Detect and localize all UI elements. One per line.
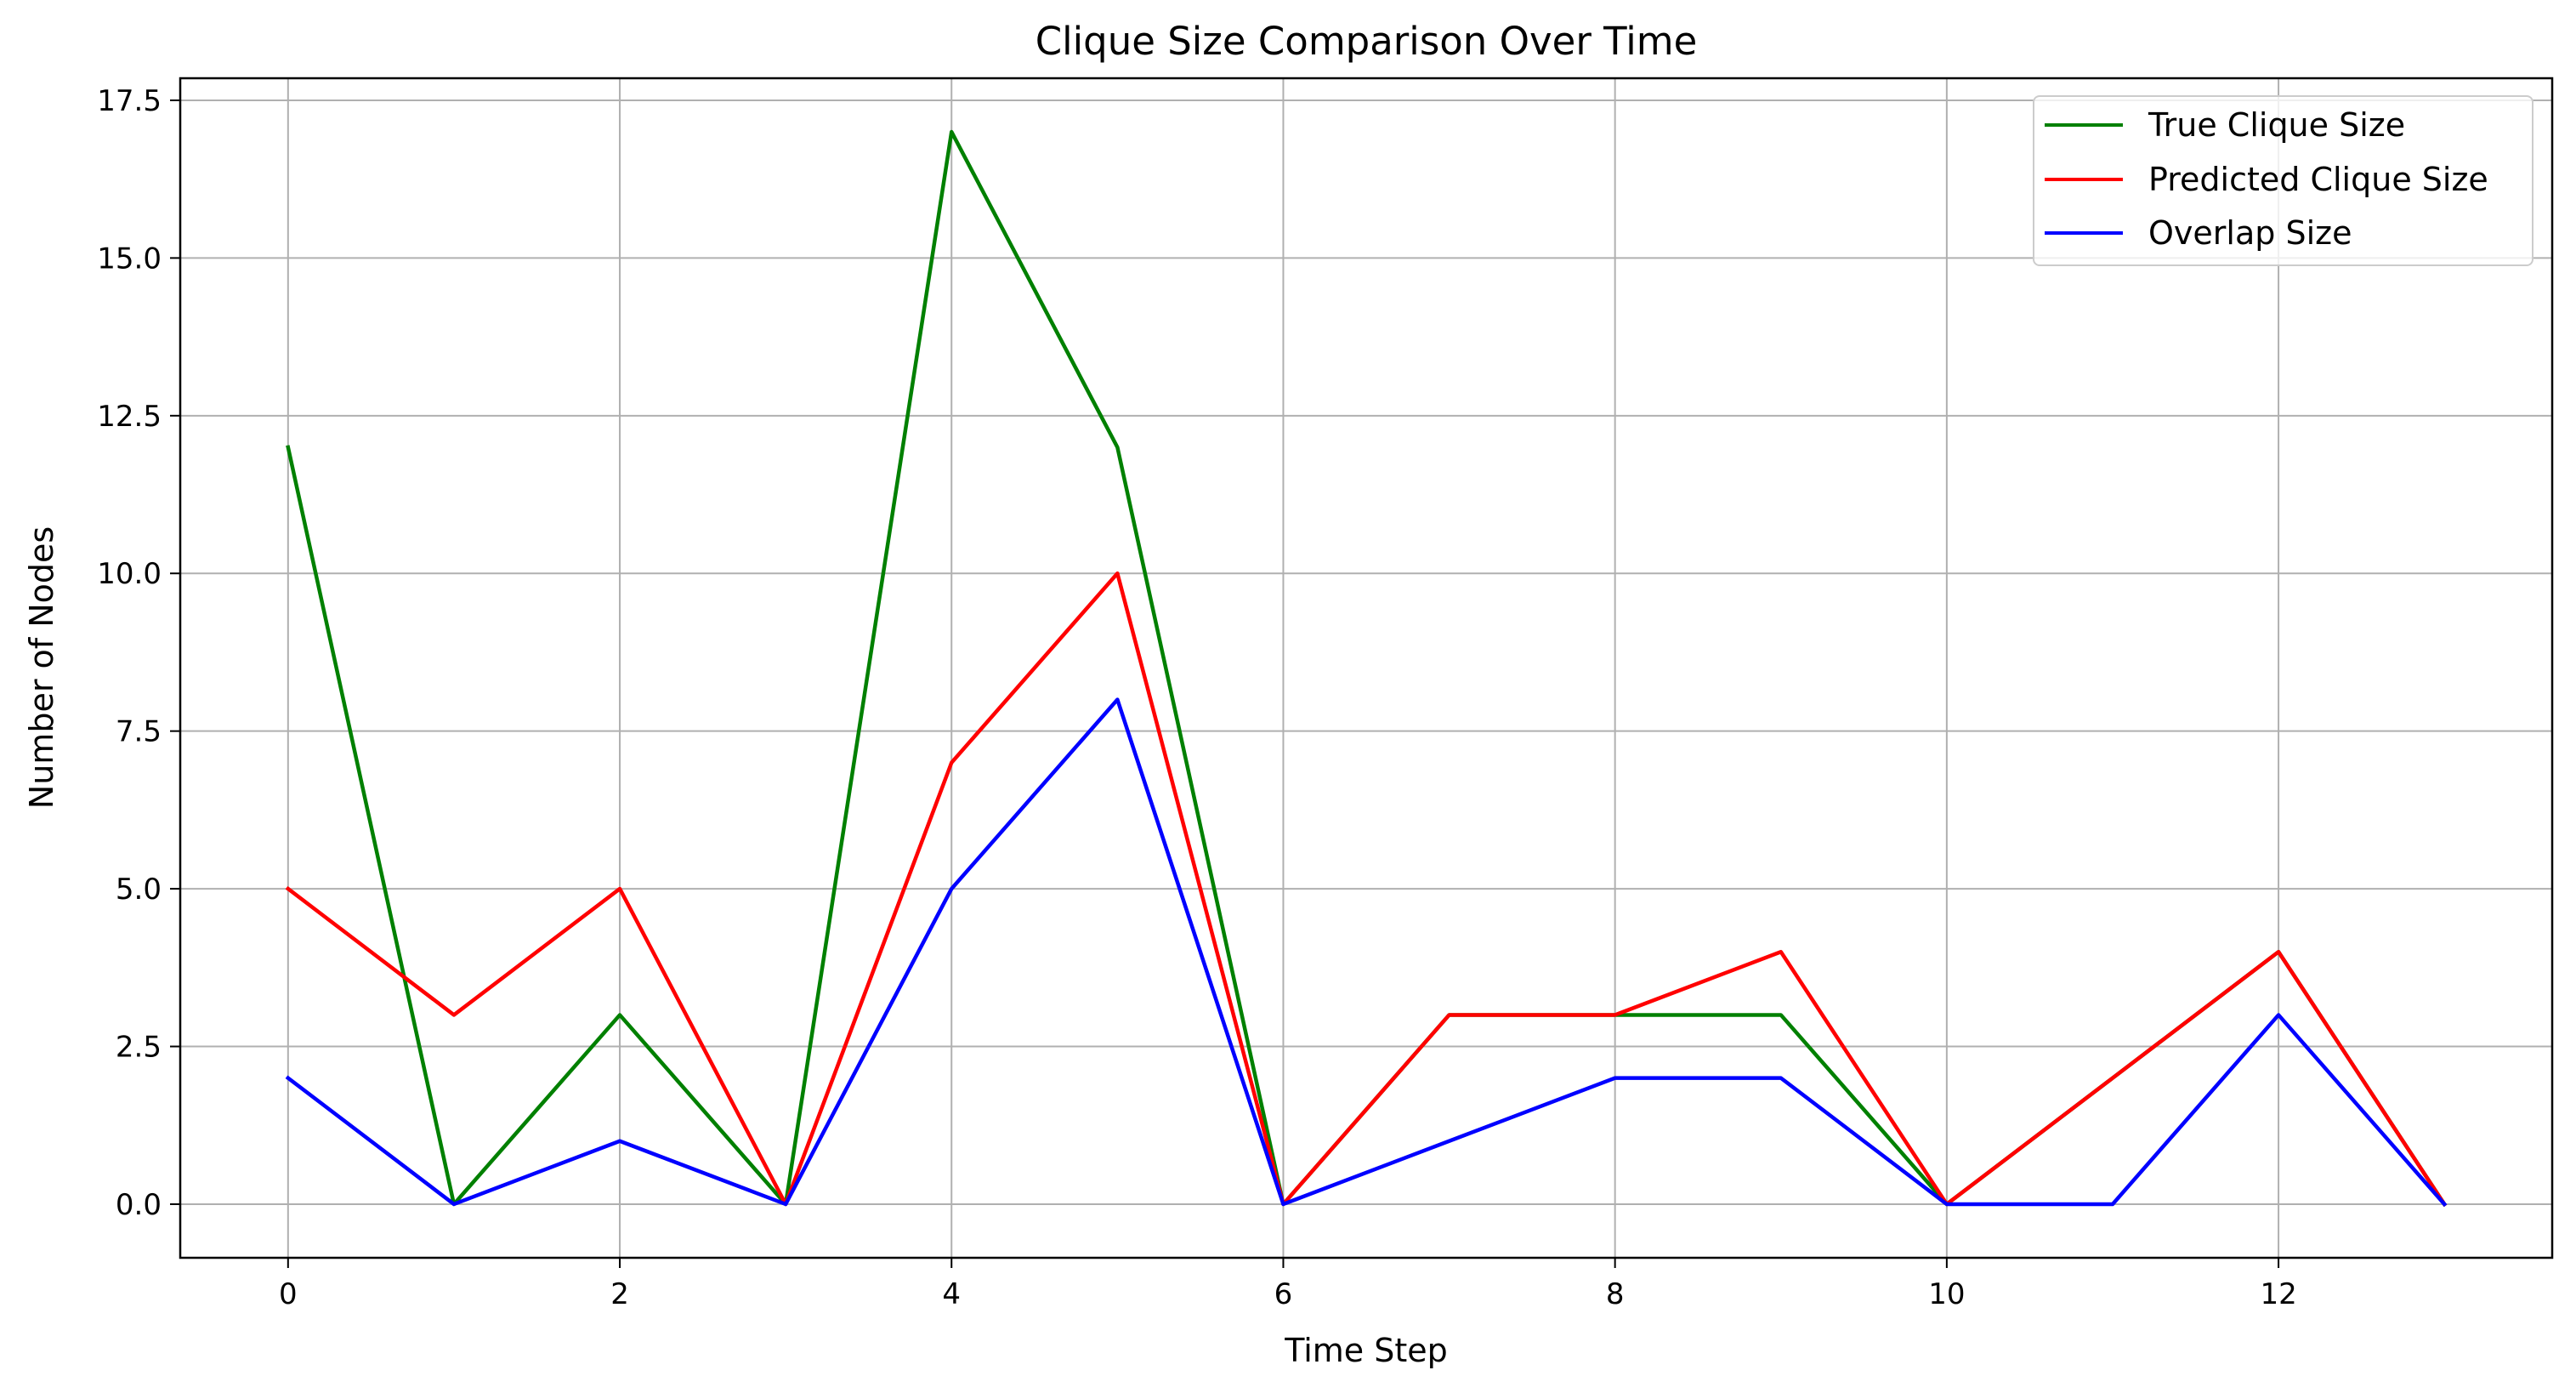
- series-lines: [285, 129, 2448, 1208]
- y-tick-label: 15.0: [97, 242, 162, 276]
- grid: [180, 78, 2552, 1258]
- legend-box: [2033, 95, 2533, 266]
- legend-label-true-clique-size: True Clique Size: [2148, 106, 2405, 144]
- y-tick-label: 0.0: [116, 1188, 162, 1222]
- x-tick-label: 2: [610, 1277, 629, 1311]
- y-tick-label: 10.0: [97, 557, 162, 591]
- axis-ticks: 0 2 4 6 8 10 12 0.0 2.5 5.0 7.5 10.0 12.5 15.0 17.5: [97, 84, 2296, 1311]
- x-axis-label: Time Step: [1284, 1332, 1448, 1369]
- series-line-predicted-clique-size: [285, 571, 2448, 1208]
- y-tick-label: 7.5: [116, 715, 162, 749]
- legend-label-overlap-size: Overlap Size: [2148, 214, 2352, 252]
- y-tick-label: 12.5: [97, 400, 162, 434]
- x-tick-label: 8: [1606, 1277, 1625, 1311]
- y-tick-label: 5.0: [116, 873, 162, 907]
- series-line-overlap-size: [285, 697, 2448, 1208]
- plot-area-frame: [179, 77, 2554, 1259]
- y-tick-label: 2.5: [116, 1031, 162, 1065]
- x-tick-label: 0: [279, 1277, 298, 1311]
- legend-label-predicted-clique-size: Predicted Clique Size: [2148, 161, 2488, 198]
- chart-title: Clique Size Comparison Over Time: [1036, 19, 1698, 64]
- legend: True Clique Size Predicted Clique Size O…: [2033, 95, 2533, 266]
- x-tick-label: 6: [1274, 1277, 1293, 1311]
- y-axis-label: Number of Nodes: [23, 526, 60, 809]
- x-tick-label: 10: [1928, 1277, 1965, 1311]
- x-tick-label: 12: [2260, 1277, 2296, 1311]
- x-tick-label: 4: [942, 1277, 961, 1311]
- y-tick-label: 17.5: [97, 84, 162, 118]
